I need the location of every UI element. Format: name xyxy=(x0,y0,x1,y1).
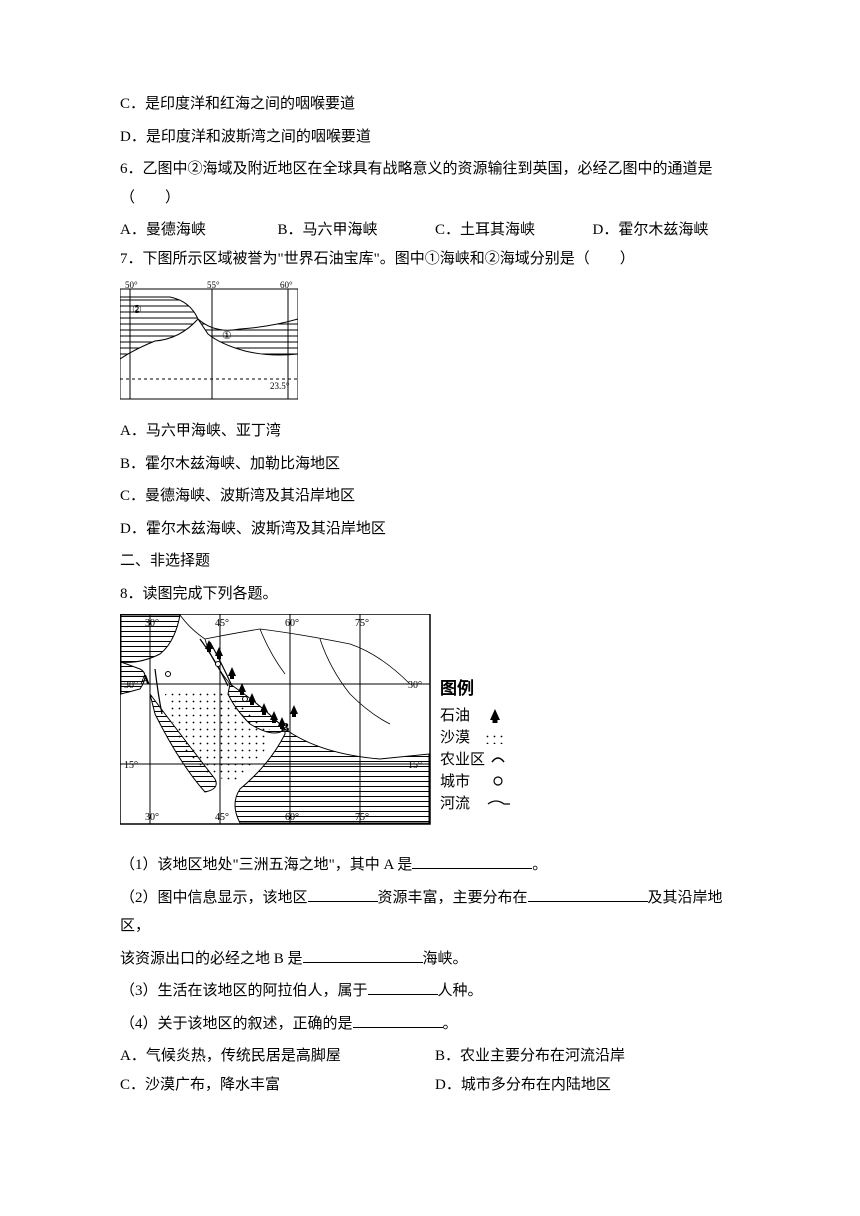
q6-stem: 6．乙图中②海域及附近地区在全球具有战略意义的资源输往到英国，必经乙图中的通道是… xyxy=(120,155,750,212)
q8-p1-b: 。 xyxy=(532,857,547,873)
blank xyxy=(528,887,648,902)
svg-text:45°: 45° xyxy=(215,618,229,629)
legend-farm: 农业区 xyxy=(440,751,485,768)
q6-a: A．曼德海峡 xyxy=(120,216,278,245)
svg-text:60°: 60° xyxy=(285,618,299,629)
q7-stem: 7．下图所示区域被誉为"世界石油宝库"。图中①海峡和②海域分别是（ ） xyxy=(120,245,750,274)
q8-b: B．农业主要分布在河流沿岸 xyxy=(435,1042,750,1071)
mark2: ② xyxy=(132,304,142,316)
q7-d: D．霍尔木兹海峡、波斯湾及其沿岸地区 xyxy=(120,515,750,544)
q7-b: B．霍尔木兹海峡、加勒比海地区 xyxy=(120,450,750,479)
option-c: C．是印度洋和红海之间的咽喉要道 xyxy=(120,90,750,119)
q8-p4-b: 。 xyxy=(443,1016,458,1032)
q8-p4: （4）关于该地区的叙述，正确的是 。 xyxy=(120,1010,750,1039)
legend-oil: 石油 xyxy=(440,707,470,724)
legend-city: 城市 xyxy=(440,773,470,790)
svg-text:30°: 30° xyxy=(145,812,159,823)
blank xyxy=(353,1013,443,1028)
q6-b: B．马六甲海峡 xyxy=(278,216,436,245)
q8-stem: 8．读图完成下列各题。 xyxy=(120,580,750,609)
q6-c: C．土耳其海峡 xyxy=(435,216,593,245)
q8-p2: （2）图中信息显示，该地区资源丰富，主要分布在及其沿岸地区， xyxy=(120,884,750,941)
q8-row1: A．气候炎热，传统民居是高脚屋 B．农业主要分布在河流沿岸 xyxy=(120,1042,750,1071)
option-d: D．是印度洋和波斯湾之间的咽喉要道 xyxy=(120,123,750,152)
lon50-label: 50° xyxy=(125,280,138,290)
q8-p1: （1）该地区地处"三洲五海之地"，其中 A 是 。 xyxy=(120,851,750,880)
blank xyxy=(308,887,378,902)
q8-map: 30° 45° 60° 75° 30° 15° 30° 45° 60° 75° … xyxy=(120,614,750,829)
q8-p3: （3）生活在该地区的阿拉伯人，属于 人种。 xyxy=(120,977,750,1006)
legend-desert: 沙漠 xyxy=(440,729,470,746)
q7-map: 50° 55° 60° 23.5° ① ② xyxy=(120,279,750,409)
q8-p2-d: 该资源出口的必经之地 B 是 xyxy=(120,951,303,967)
lat235-label: 23.5° xyxy=(270,381,290,391)
q8-d: D．城市多分布在内陆地区 xyxy=(435,1071,750,1100)
q8-c: C．沙漠广布，降水丰富 xyxy=(120,1071,435,1100)
q8-p2-a: （2）图中信息显示，该地区 xyxy=(120,890,308,906)
section-2: 二、非选择题 xyxy=(120,547,750,576)
q6-d: D．霍尔木兹海峡 xyxy=(593,216,751,245)
q8-a: A．气候炎热，传统民居是高脚屋 xyxy=(120,1042,435,1071)
q8-p3-b: 人种。 xyxy=(438,983,483,999)
q7-a: A．马六甲海峡、亚丁湾 xyxy=(120,417,750,446)
q8-row2: C．沙漠广布，降水丰富 D．城市多分布在内陆地区 xyxy=(120,1071,750,1100)
q8-p4-a: （4）关于该地区的叙述，正确的是 xyxy=(120,1016,353,1032)
q6-options: A．曼德海峡 B．马六甲海峡 C．土耳其海峡 D．霍尔木兹海峡 xyxy=(120,216,750,245)
svg-text:45°: 45° xyxy=(215,812,229,823)
blank xyxy=(412,854,532,869)
legend-title: 图例 xyxy=(440,678,474,698)
q8-p2-e: 海峡。 xyxy=(423,951,468,967)
svg-text:75°: 75° xyxy=(355,618,369,629)
blank xyxy=(303,948,423,963)
label-a: A xyxy=(140,673,151,688)
q8-p3-a: （3）生活在该地区的阿拉伯人，属于 xyxy=(120,983,368,999)
svg-text:15°: 15° xyxy=(124,760,138,771)
mark1: ① xyxy=(222,330,232,342)
lon60-label: 60° xyxy=(280,280,293,290)
lon55-label: 55° xyxy=(207,280,220,290)
q7-c: C．曼德海峡、波斯湾及其沿岸地区 xyxy=(120,482,750,511)
q8-p2-line2: 该资源出口的必经之地 B 是 海峡。 xyxy=(120,945,750,974)
q8-p1-a: （1）该地区地处"三洲五海之地"，其中 A 是 xyxy=(120,857,412,873)
q8-p2-b: 资源丰富，主要分布在 xyxy=(378,890,528,906)
svg-text:30°: 30° xyxy=(408,680,422,691)
blank xyxy=(368,980,438,995)
legend-river: 河流 xyxy=(440,795,470,812)
